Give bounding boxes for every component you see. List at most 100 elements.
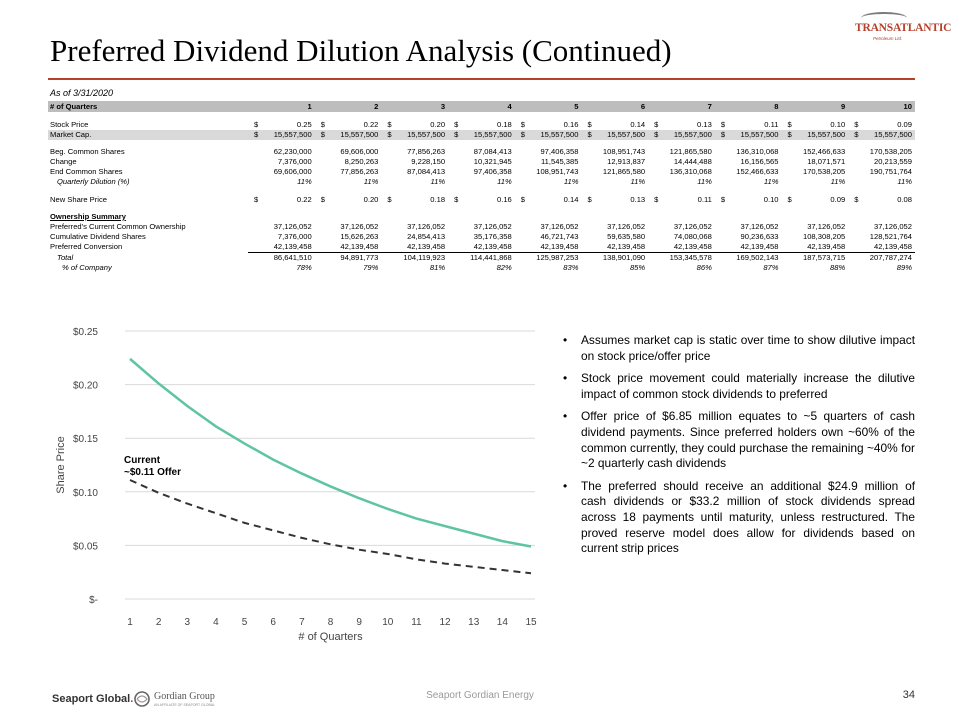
dollar-sign: $ bbox=[854, 129, 859, 139]
table-cell: 37,126,052 bbox=[740, 222, 779, 231]
dollar-sign: $ bbox=[587, 119, 592, 129]
table-cell: $0.11 bbox=[648, 195, 715, 205]
row-label: # of Quarters bbox=[48, 101, 249, 112]
table-cell: 190,751,764 bbox=[869, 167, 912, 176]
dollar-sign: $ bbox=[720, 194, 726, 204]
row-label: End Common Shares bbox=[50, 167, 123, 176]
table-cell: $15,557,500 bbox=[381, 129, 449, 140]
row-label: Quarterly Dilution (%) bbox=[57, 177, 130, 186]
table-row: Preferred Conversion 42,139,458 42,139,458… bbox=[48, 242, 915, 253]
table-cell: 104,119,923 bbox=[381, 252, 449, 263]
cell-value: 15,557,500 bbox=[740, 129, 779, 139]
gordian-knot-icon bbox=[134, 691, 150, 707]
cell-value: 15,557,500 bbox=[340, 129, 379, 139]
table-cell: 42,139,458 bbox=[273, 242, 312, 251]
row-label: Preferred Conversion bbox=[50, 242, 123, 252]
table-cell: 152,466,633 bbox=[802, 147, 846, 156]
table-cell: $15,557,500 bbox=[714, 129, 782, 140]
logo-text: TRANSATLANTIC bbox=[855, 22, 952, 34]
table-cell: 77,856,263 bbox=[407, 147, 446, 156]
table-row: Stock Price $0.25 $0.22 $0.20 $0.18 $0.16 $0.1… bbox=[48, 120, 915, 130]
cell-value: 15,557,500 bbox=[807, 129, 846, 139]
cell-value: 15,557,500 bbox=[607, 129, 646, 139]
x-tick-label: 5 bbox=[242, 617, 248, 628]
y-axis-label: Share Price bbox=[55, 436, 67, 493]
table-cell: 82% bbox=[496, 263, 512, 272]
dollar-sign: $ bbox=[720, 129, 726, 139]
logo-subtext: Petroleum Ltd. bbox=[873, 36, 903, 41]
table-cell: 89% bbox=[896, 263, 912, 272]
bullet-text: Offer price of $6.85 million equates to … bbox=[581, 409, 915, 471]
cell-value: 15,557,500 bbox=[673, 129, 712, 139]
table-cell: 42,139,458 bbox=[673, 242, 712, 251]
table-cell: $0.10 bbox=[715, 195, 782, 205]
cell-value: 0.09 bbox=[830, 194, 846, 204]
table-cell: $15,557,500 bbox=[581, 129, 649, 140]
table-row: # of Quarters 1 2 3 4 5 6 7 8 9 10 bbox=[48, 101, 915, 112]
table-cell: 42,139,458 bbox=[807, 242, 846, 251]
row-label: Stock Price bbox=[50, 119, 89, 129]
table-cell: 69,606,000 bbox=[340, 147, 379, 156]
table-cell: $0.16 bbox=[448, 195, 515, 205]
table-row: Change 7,376,000 8,250,263 9,228,150 10,321,… bbox=[48, 157, 915, 167]
table-cell: 35,176,358 bbox=[473, 232, 512, 241]
table-cell: 37,126,052 bbox=[540, 222, 579, 231]
table-cell: 7,376,000 bbox=[277, 232, 312, 241]
y-tick-label: $0.20 bbox=[73, 381, 98, 392]
x-tick-label: 14 bbox=[497, 617, 509, 628]
dollar-sign: $ bbox=[787, 194, 792, 204]
dilution-table: # of Quarters 1 2 3 4 5 6 7 8 9 10 Stock Price $0.25… bbox=[48, 101, 915, 273]
table-cell: 20,213,559 bbox=[873, 157, 912, 166]
table-cell: $0.11 bbox=[715, 120, 782, 130]
dollar-sign: $ bbox=[254, 119, 259, 129]
table-cell: 136,310,068 bbox=[669, 167, 712, 176]
table-cell: $0.18 bbox=[448, 120, 515, 130]
table-cell: $0.20 bbox=[381, 120, 448, 130]
table-cell: 62,230,000 bbox=[273, 147, 312, 156]
table-cell: 42,139,458 bbox=[873, 242, 912, 251]
y-tick-label: $0.10 bbox=[73, 488, 98, 499]
table-cell: 97,406,358 bbox=[540, 147, 579, 156]
gordian-group-subtext: AN AFFILIATE OF SEAPORT GLOBAL bbox=[154, 703, 216, 707]
cell-value: 0.22 bbox=[363, 119, 379, 129]
table-cell: $0.13 bbox=[648, 120, 715, 130]
cell-value: 0.10 bbox=[763, 194, 779, 204]
table-cell: 7,376,000 bbox=[277, 157, 312, 166]
table-cell: 37,126,052 bbox=[340, 222, 379, 231]
table-cell: 187,573,715 bbox=[781, 252, 849, 263]
table-cell: $15,557,500 bbox=[314, 129, 382, 140]
table-cell: 125,987,253 bbox=[514, 252, 582, 263]
dollar-sign: $ bbox=[320, 119, 325, 129]
cell-value: 15,557,500 bbox=[473, 129, 512, 139]
x-tick-label: 15 bbox=[525, 617, 537, 628]
bullet-icon: • bbox=[563, 333, 568, 347]
table-cell: 11% bbox=[497, 177, 512, 186]
table-cell: 11% bbox=[563, 177, 579, 186]
bullet-item: • The preferred should receive an additio… bbox=[563, 479, 915, 557]
table-cell: 114,441,868 bbox=[448, 252, 515, 263]
table-cell: $15,557,500 bbox=[514, 129, 582, 140]
table-cell: 87,084,413 bbox=[407, 167, 446, 176]
spacer-row bbox=[48, 140, 915, 148]
cell-value: 15,557,500 bbox=[407, 129, 446, 139]
seaport-global-text: Seaport Global bbox=[52, 693, 131, 705]
cell-value: 15,557,500 bbox=[873, 129, 912, 139]
table-cell: $15,557,500 bbox=[781, 129, 849, 140]
y-tick-label: $0.25 bbox=[73, 327, 98, 338]
table-cell: 153,345,578 bbox=[648, 252, 715, 263]
dollar-sign: $ bbox=[587, 129, 592, 139]
table-row: Beg. Common Shares 62,230,000 69,606,000 77… bbox=[48, 147, 915, 157]
table-cell: 88% bbox=[830, 263, 846, 272]
table-cell: 90,236,633 bbox=[740, 232, 779, 241]
table-cell: 37,126,052 bbox=[273, 222, 312, 231]
bullet-text: Stock price movement could materially in… bbox=[581, 371, 915, 401]
x-tick-label: 1 bbox=[127, 617, 133, 628]
x-tick-label: 10 bbox=[382, 617, 394, 628]
table-cell: 2 bbox=[314, 101, 382, 112]
bullet-item: • Stock price movement could materially i… bbox=[563, 371, 915, 402]
table-cell: 11% bbox=[363, 177, 379, 186]
row-label: Change bbox=[50, 157, 77, 166]
table-cell: 8 bbox=[714, 101, 782, 112]
logo-dot: . bbox=[130, 693, 134, 705]
section-header-row: Ownership Summary bbox=[48, 212, 915, 222]
